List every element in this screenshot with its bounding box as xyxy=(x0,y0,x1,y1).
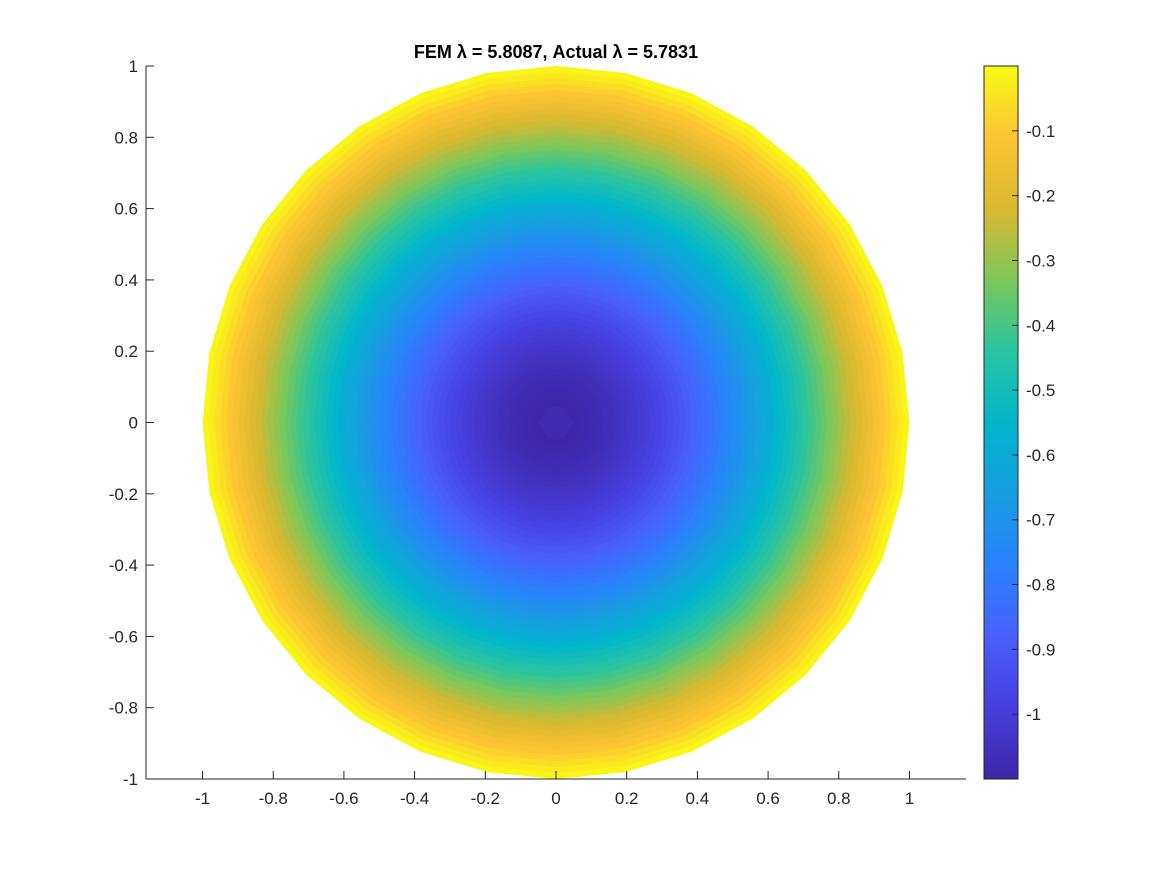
colorbar-tick-label: -0.6 xyxy=(1026,446,1055,465)
colorbar-tick-label: -0.4 xyxy=(1026,316,1055,335)
x-tick-label: 1 xyxy=(905,789,914,808)
x-tick-label: 0.8 xyxy=(827,789,851,808)
x-tick-label: -1 xyxy=(195,789,210,808)
x-tick-label: -0.8 xyxy=(259,789,288,808)
y-tick-label: -0.2 xyxy=(109,485,138,504)
colorbar-tick-label: -0.5 xyxy=(1026,381,1055,400)
y-tick-label: 0.4 xyxy=(114,271,138,290)
colorbar-tick-label: -0.7 xyxy=(1026,511,1055,530)
y-tick-label: -0.8 xyxy=(109,699,138,718)
colorbar-tick-label: -0.3 xyxy=(1026,251,1055,270)
y-tick-label: 0.6 xyxy=(114,200,138,219)
chart-title: FEM λ = 5.8087, Actual λ = 5.7831 xyxy=(414,42,698,62)
y-tick-label: -0.6 xyxy=(109,627,138,646)
plot-area xyxy=(203,66,910,779)
colorbar-tick-label: -0.2 xyxy=(1026,187,1055,206)
colorbar-tick-label: -0.8 xyxy=(1026,576,1055,595)
y-tick-label: 0.2 xyxy=(114,342,138,361)
y-tick-label: -0.4 xyxy=(109,556,138,575)
x-tick-label: -0.4 xyxy=(400,789,429,808)
x-tick-label: 0 xyxy=(551,789,560,808)
x-tick-label: 0.4 xyxy=(686,789,710,808)
x-tick-label: 0.6 xyxy=(756,789,780,808)
x-tick-label: -0.2 xyxy=(471,789,500,808)
colorbar-gradient xyxy=(984,66,1018,779)
y-tick-label: 1 xyxy=(129,57,138,76)
colorbar: -1 -0.9 -0.8 -0.7 -0.6 -0.5 -0.4 -0.3 -0.2 -0.1 xyxy=(984,66,1055,779)
x-tick-label: 0.2 xyxy=(615,789,639,808)
x-tick-label: -0.6 xyxy=(329,789,358,808)
y-tick-label: 0.8 xyxy=(114,128,138,147)
colorbar-tick-label: -0.1 xyxy=(1026,122,1055,141)
colorbar-tick-label: -1 xyxy=(1026,705,1041,724)
y-tick-label: -1 xyxy=(123,770,138,789)
colorbar-tick-label: -0.9 xyxy=(1026,640,1055,659)
y-tick-label: 0 xyxy=(129,414,138,433)
